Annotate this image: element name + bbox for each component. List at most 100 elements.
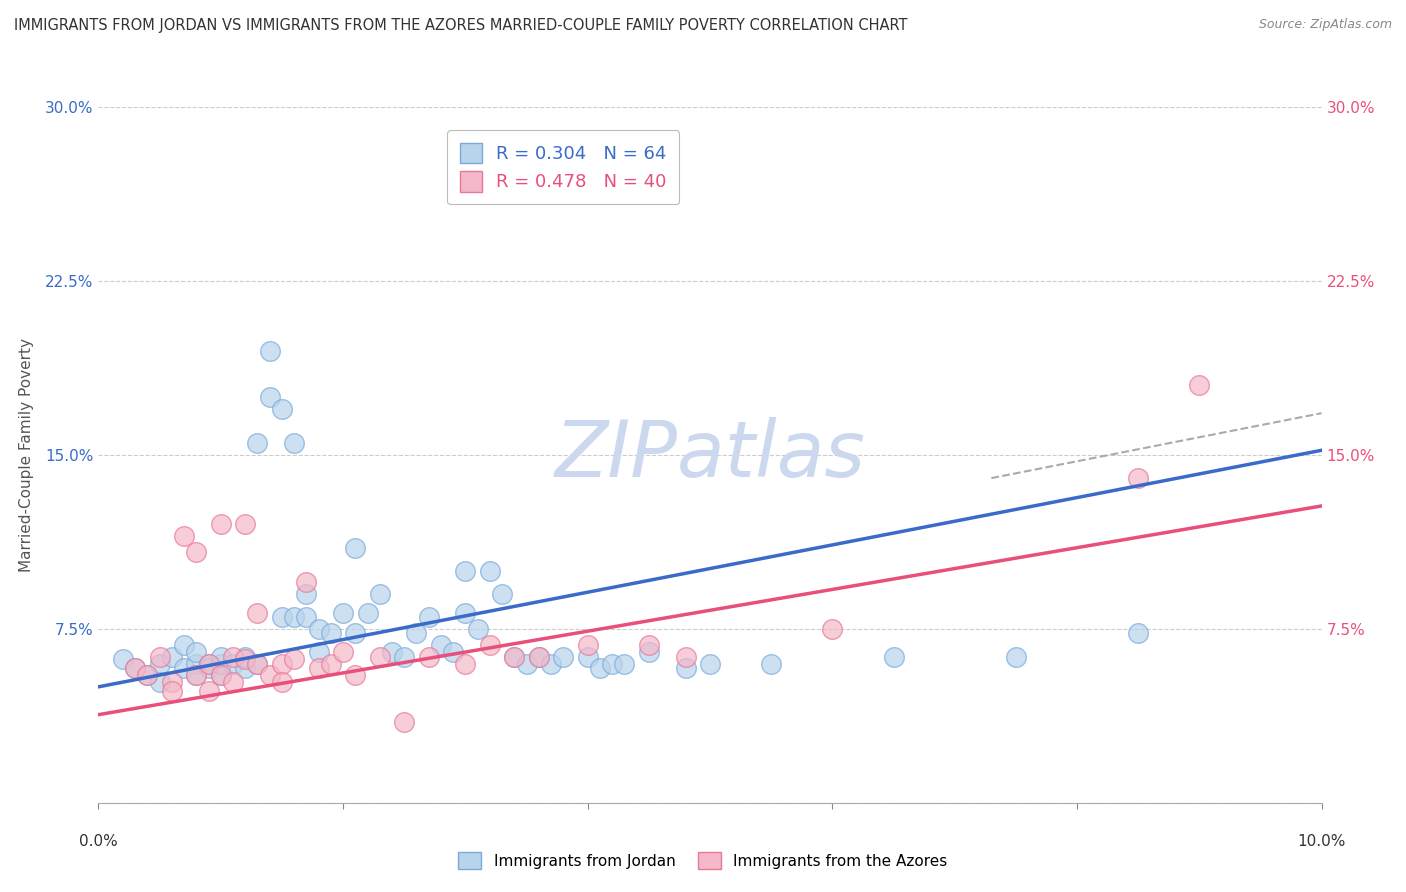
Legend: Immigrants from Jordan, Immigrants from the Azores: Immigrants from Jordan, Immigrants from … <box>453 846 953 875</box>
Point <box>405 626 427 640</box>
Point <box>392 649 416 664</box>
Point <box>136 668 159 682</box>
Point <box>136 668 159 682</box>
Point <box>186 545 208 559</box>
Point <box>270 610 292 624</box>
Point <box>344 541 367 555</box>
Point <box>478 564 501 578</box>
Text: 0.0%: 0.0% <box>79 834 118 849</box>
Point <box>319 626 342 640</box>
Point <box>516 657 538 671</box>
Point <box>699 657 721 671</box>
Point <box>675 649 697 664</box>
Point <box>637 638 661 652</box>
Text: 10.0%: 10.0% <box>1298 834 1346 849</box>
Text: Source: ZipAtlas.com: Source: ZipAtlas.com <box>1258 18 1392 31</box>
Point <box>295 610 318 624</box>
Point <box>308 661 330 675</box>
Point <box>821 622 844 636</box>
Point <box>197 684 219 698</box>
Point <box>197 657 219 671</box>
Point <box>160 649 183 664</box>
Point <box>576 638 599 652</box>
Point <box>283 652 305 666</box>
Point <box>883 649 905 664</box>
Point <box>319 657 342 671</box>
Point <box>209 657 232 671</box>
Point <box>540 657 562 671</box>
Point <box>270 657 292 671</box>
Point <box>503 649 526 664</box>
Point <box>356 606 378 620</box>
Point <box>186 668 208 682</box>
Point <box>454 606 477 620</box>
Legend: R = 0.304   N = 64, R = 0.478   N = 40: R = 0.304 N = 64, R = 0.478 N = 40 <box>447 130 679 204</box>
Point <box>418 610 440 624</box>
Point <box>222 675 245 690</box>
Point <box>270 675 292 690</box>
Point <box>233 661 256 675</box>
Point <box>209 668 232 682</box>
Point <box>589 661 612 675</box>
Point <box>233 652 256 666</box>
Point <box>173 529 195 543</box>
Point <box>124 661 146 675</box>
Point <box>308 645 330 659</box>
Y-axis label: Married-Couple Family Poverty: Married-Couple Family Poverty <box>18 338 34 572</box>
Point <box>576 649 599 664</box>
Point <box>1004 649 1026 664</box>
Point <box>209 649 232 664</box>
Point <box>759 657 782 671</box>
Point <box>1188 378 1211 392</box>
Point <box>344 626 367 640</box>
Point <box>332 645 354 659</box>
Point <box>124 661 146 675</box>
Point <box>173 661 195 675</box>
Point <box>467 622 489 636</box>
Point <box>637 645 661 659</box>
Point <box>149 657 172 671</box>
Point <box>246 657 269 671</box>
Point <box>283 610 305 624</box>
Point <box>149 649 172 664</box>
Point <box>613 657 636 671</box>
Point <box>111 652 134 666</box>
Point <box>283 436 305 450</box>
Text: ZIPatlas: ZIPatlas <box>554 417 866 493</box>
Point <box>478 638 501 652</box>
Point <box>259 343 281 358</box>
Point <box>368 649 391 664</box>
Point <box>295 587 318 601</box>
Point <box>332 606 354 620</box>
Point <box>295 575 318 590</box>
Point <box>270 401 292 416</box>
Point <box>600 657 623 671</box>
Point <box>160 675 183 690</box>
Point <box>430 638 453 652</box>
Point <box>368 587 391 601</box>
Point <box>259 668 281 682</box>
Point <box>491 587 513 601</box>
Point <box>160 684 183 698</box>
Point <box>186 668 208 682</box>
Point <box>197 657 219 671</box>
Point <box>1128 626 1150 640</box>
Point <box>454 564 477 578</box>
Point <box>246 436 269 450</box>
Point <box>344 668 367 682</box>
Point <box>527 649 550 664</box>
Point <box>209 517 232 532</box>
Point <box>503 649 526 664</box>
Point <box>553 649 575 664</box>
Point <box>149 675 172 690</box>
Point <box>246 606 269 620</box>
Point <box>1128 471 1150 485</box>
Point <box>381 645 404 659</box>
Point <box>527 649 550 664</box>
Point <box>441 645 464 659</box>
Text: IMMIGRANTS FROM JORDAN VS IMMIGRANTS FROM THE AZORES MARRIED-COUPLE FAMILY POVER: IMMIGRANTS FROM JORDAN VS IMMIGRANTS FRO… <box>14 18 907 33</box>
Point <box>392 714 416 729</box>
Point <box>233 649 256 664</box>
Point <box>418 649 440 664</box>
Point <box>186 657 208 671</box>
